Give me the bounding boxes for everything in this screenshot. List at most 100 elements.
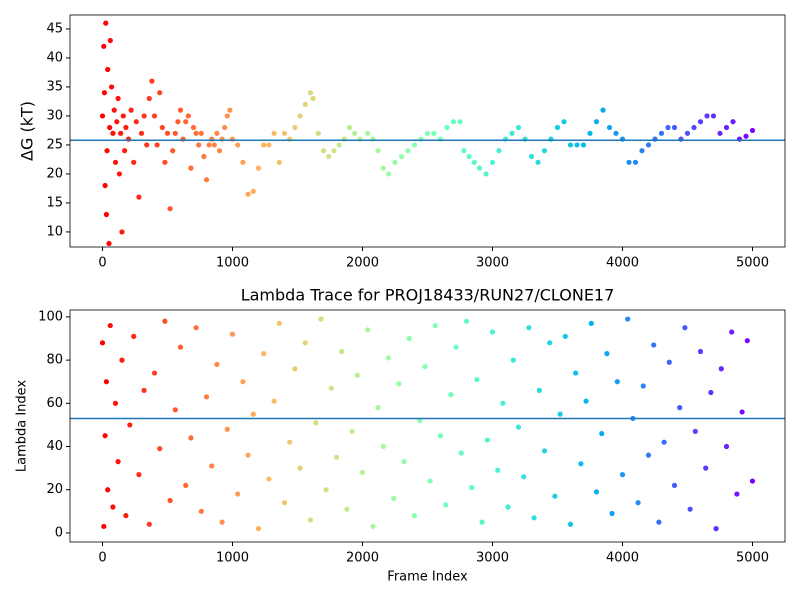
data-point [235, 491, 241, 497]
data-point [227, 107, 233, 113]
data-point [431, 130, 437, 136]
data-point [287, 439, 293, 445]
data-point [526, 325, 532, 331]
data-point [151, 113, 158, 119]
data-point [349, 428, 355, 435]
data-point [500, 400, 506, 406]
data-point [107, 322, 113, 329]
data-point [625, 316, 631, 322]
x-tick-label: 5000 [736, 256, 769, 271]
data-point [613, 130, 619, 136]
data-point [149, 78, 155, 84]
y-tick-label: 20 [46, 482, 63, 497]
data-point [281, 130, 288, 136]
data-point [115, 95, 121, 102]
data-point [567, 521, 574, 527]
data-point [101, 90, 108, 96]
data-point [588, 320, 594, 326]
data-point [146, 95, 152, 102]
data-point [266, 476, 272, 482]
data-point [127, 422, 133, 428]
data-point [469, 484, 475, 491]
data-point [320, 148, 327, 154]
data-point [375, 148, 381, 154]
data-point [392, 159, 398, 165]
data-point [405, 148, 411, 154]
data-point [159, 124, 165, 131]
data-point [336, 142, 342, 148]
data-point [365, 327, 371, 333]
data-point [535, 159, 541, 165]
data-point [666, 359, 672, 365]
data-point [188, 435, 194, 441]
data-point [216, 148, 223, 154]
data-point [604, 351, 610, 357]
x-axis-label: Frame Index [387, 570, 468, 585]
data-point [578, 461, 584, 467]
data-point [743, 133, 749, 139]
data-point [547, 340, 553, 346]
data-point [444, 124, 450, 131]
data-point [704, 113, 710, 119]
data-point [687, 506, 693, 512]
data-point [193, 325, 199, 331]
data-point [656, 519, 662, 525]
data-point [495, 467, 501, 473]
y-tick-label: 25 [46, 137, 63, 152]
data-point [541, 148, 548, 154]
data-point [103, 211, 109, 218]
data-point [203, 177, 210, 183]
data-point [103, 20, 109, 26]
data-point [104, 148, 110, 154]
data-point [496, 148, 502, 154]
data-point [107, 37, 113, 44]
data-point [170, 148, 176, 154]
data-point [609, 510, 615, 517]
data-point [302, 101, 308, 107]
data-point [162, 318, 168, 324]
y-tick-label: 15 [46, 195, 63, 210]
data-point [302, 340, 308, 346]
data-point [718, 366, 724, 372]
data-point [385, 355, 392, 361]
data-point [600, 107, 606, 113]
data-point [580, 142, 587, 148]
data-point [665, 124, 671, 131]
x-tick-label: 2000 [346, 551, 379, 566]
data-point [307, 90, 314, 96]
data-point [333, 454, 340, 460]
data-point [461, 148, 467, 154]
data-point [167, 206, 173, 212]
data-point [196, 142, 202, 148]
data-point [131, 333, 137, 339]
data-point [276, 159, 282, 165]
data-point [682, 325, 688, 331]
data-point [708, 389, 714, 396]
data-point [106, 240, 112, 247]
data-point [489, 159, 496, 165]
data-point [326, 153, 332, 160]
data-point [626, 159, 632, 165]
data-point [112, 400, 119, 406]
data-point [593, 119, 600, 125]
data-point [749, 127, 756, 134]
x-tick-label: 5000 [736, 551, 769, 566]
data-point [250, 411, 256, 417]
data-point [730, 119, 736, 125]
x-tick-label: 2000 [346, 256, 379, 271]
data-point [141, 387, 147, 393]
data-point [531, 515, 537, 521]
data-point [417, 417, 423, 424]
data-point [224, 113, 230, 119]
data-point [119, 357, 125, 363]
data-point [521, 474, 527, 480]
data-point [115, 459, 121, 465]
data-point [614, 379, 620, 385]
data-point [749, 478, 756, 484]
data-point [645, 142, 652, 148]
data-point [587, 130, 593, 136]
y-tick-label: 30 [46, 108, 63, 123]
data-point [484, 437, 490, 443]
data-point [162, 159, 168, 165]
data-point [562, 333, 568, 339]
